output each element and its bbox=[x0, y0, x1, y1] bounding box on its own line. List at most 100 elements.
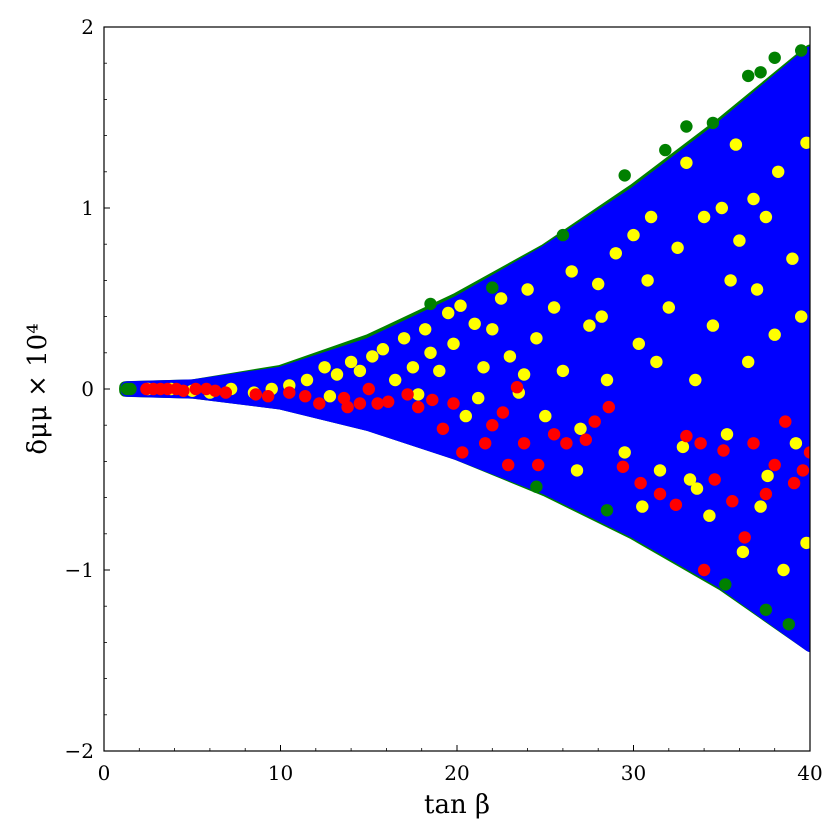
scatter-point bbox=[456, 446, 469, 459]
scatter-point bbox=[772, 165, 785, 178]
scatter-point bbox=[353, 364, 367, 378]
scatter-point bbox=[680, 120, 693, 133]
x-tick-label: 0 bbox=[98, 761, 111, 785]
scatter-point bbox=[299, 390, 312, 403]
scatter-point bbox=[726, 495, 739, 508]
scatter-point bbox=[680, 429, 693, 443]
scatter-point bbox=[653, 464, 667, 477]
scatter-point bbox=[366, 350, 379, 363]
scatter-point bbox=[697, 210, 711, 224]
scatter-point bbox=[683, 473, 697, 486]
scatter-point bbox=[547, 428, 561, 441]
scatter-point bbox=[401, 388, 414, 401]
scatter-point bbox=[717, 444, 730, 457]
scatter-point bbox=[556, 364, 570, 378]
scatter-point bbox=[779, 415, 792, 428]
scatter-point bbox=[318, 361, 331, 374]
scatter-point bbox=[736, 545, 750, 559]
scatter-point bbox=[419, 323, 432, 336]
scatter-point bbox=[595, 310, 608, 323]
scatter-point bbox=[694, 437, 707, 450]
scatter-point bbox=[323, 390, 337, 403]
x-tick-label: 40 bbox=[797, 761, 822, 785]
scatter-point bbox=[530, 332, 543, 345]
scatter-point bbox=[768, 458, 781, 472]
scatter-point bbox=[362, 382, 375, 396]
y-tick-label: −1 bbox=[65, 558, 94, 582]
scatter-point bbox=[662, 301, 675, 314]
scatter-point bbox=[738, 531, 751, 544]
scatter-point bbox=[486, 419, 499, 432]
scatter-point bbox=[532, 458, 545, 472]
scatter-point bbox=[706, 116, 720, 130]
y-tick-label: 1 bbox=[81, 196, 94, 220]
scatter-point bbox=[636, 500, 649, 513]
scatter-point bbox=[406, 361, 420, 374]
scatter-point bbox=[680, 156, 693, 169]
scatter-point bbox=[600, 373, 614, 387]
scatter-point bbox=[574, 422, 587, 435]
scatter-point bbox=[459, 409, 472, 423]
axis-ticks: 0 10 20 30 40 −2 −1 0 1 2 bbox=[65, 15, 823, 785]
scatter-point bbox=[787, 476, 801, 490]
scatter-point bbox=[502, 458, 515, 472]
scatter-point bbox=[424, 297, 437, 311]
scatter-point bbox=[556, 228, 570, 242]
x-axis-label: tan β bbox=[424, 790, 490, 820]
scatter-point bbox=[124, 382, 137, 396]
scatter-point bbox=[209, 384, 222, 397]
scatter-point bbox=[602, 400, 615, 414]
scatter-point bbox=[759, 210, 773, 224]
scatter-point bbox=[479, 437, 492, 450]
point-clouds bbox=[119, 44, 810, 652]
scatter-point bbox=[517, 368, 531, 381]
scatter-point bbox=[754, 66, 767, 79]
scatter-point bbox=[521, 283, 534, 296]
scatter-point bbox=[803, 446, 810, 459]
scatter-point bbox=[433, 364, 446, 378]
scatter-point bbox=[494, 292, 508, 305]
scatter-point bbox=[782, 618, 795, 631]
scatter-point bbox=[454, 299, 467, 312]
scatter-point bbox=[729, 138, 743, 151]
scatter-point bbox=[768, 328, 781, 341]
scatter-point bbox=[786, 252, 799, 265]
scatter-point bbox=[341, 400, 354, 414]
scatter-point bbox=[503, 350, 517, 363]
scatter-point bbox=[795, 44, 808, 57]
scatter-point bbox=[690, 482, 704, 495]
scatter-point bbox=[300, 373, 314, 387]
scatter-point bbox=[650, 355, 663, 369]
scatter-point bbox=[583, 319, 596, 332]
scatter-point bbox=[634, 476, 647, 490]
scatter-point bbox=[747, 437, 760, 450]
scatter-point bbox=[570, 464, 584, 477]
scatter-point bbox=[592, 277, 605, 291]
scatter-point bbox=[689, 373, 702, 387]
scatter-point bbox=[768, 51, 781, 64]
scatter-point bbox=[371, 397, 384, 410]
scatter-point bbox=[389, 373, 402, 387]
scatter-point bbox=[800, 536, 810, 550]
scatter-point bbox=[632, 337, 645, 350]
scatter-point bbox=[627, 228, 640, 242]
scatter-point bbox=[733, 234, 746, 247]
scatter-point bbox=[539, 409, 552, 423]
scatter-point bbox=[671, 241, 684, 254]
y-tick-label: −2 bbox=[65, 739, 94, 763]
scatter-point bbox=[609, 247, 622, 260]
scatter-point bbox=[530, 480, 543, 493]
scatter-point bbox=[547, 301, 561, 314]
scatter-point bbox=[750, 283, 764, 296]
scatter-point bbox=[579, 433, 592, 446]
scatter-point bbox=[447, 397, 460, 410]
scatter-point bbox=[189, 382, 202, 396]
x-tick-label: 30 bbox=[621, 761, 646, 785]
scatter-point bbox=[789, 437, 803, 450]
scatter-point bbox=[644, 210, 658, 224]
scatter-point bbox=[219, 386, 232, 399]
scatter-point bbox=[261, 390, 275, 403]
scatter-point bbox=[759, 487, 773, 501]
scatter-point bbox=[800, 136, 810, 149]
scatter-point bbox=[618, 446, 631, 459]
